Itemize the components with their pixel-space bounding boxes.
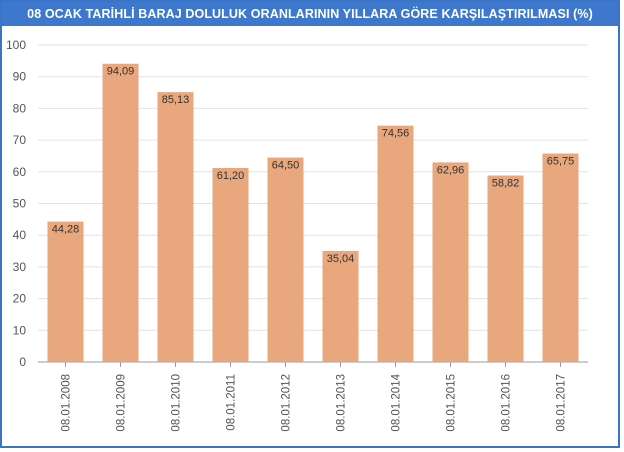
data-label: 44,28 (52, 224, 80, 236)
bar (432, 162, 469, 362)
x-tick-label: 08.01.2011 (226, 374, 238, 431)
bar (267, 157, 304, 362)
data-label: 61,20 (217, 170, 245, 182)
y-tick-label: 60 (13, 165, 27, 179)
x-tick-label: 08.01.2015 (446, 374, 458, 432)
data-label: 94,09 (107, 66, 135, 78)
x-tick-label: 08.01.2017 (556, 374, 568, 432)
y-tick-label: 80 (13, 101, 27, 115)
x-tick-label: 08.01.2010 (171, 374, 183, 432)
bar (487, 175, 524, 362)
bar (212, 167, 249, 362)
y-tick-label: 30 (13, 260, 27, 274)
data-label: 62,96 (437, 164, 465, 176)
data-label: 58,82 (492, 178, 520, 190)
y-tick-label: 100 (6, 38, 26, 52)
x-tick-label: 08.01.2016 (501, 374, 513, 432)
y-tick-label: 50 (13, 197, 27, 211)
bar (322, 250, 359, 362)
y-tick-label: 20 (13, 292, 27, 306)
bar (102, 63, 139, 362)
data-label: 85,13 (162, 94, 190, 106)
data-label: 74,56 (382, 128, 410, 140)
data-label: 65,75 (547, 156, 575, 168)
y-tick-label: 10 (13, 323, 27, 337)
bar (47, 221, 84, 362)
bar (542, 153, 579, 362)
y-tick-label: 0 (19, 355, 26, 369)
data-label: 64,50 (272, 160, 300, 172)
data-label: 35,04 (327, 253, 355, 265)
bar (377, 125, 414, 362)
x-tick-label: 08.01.2009 (116, 374, 128, 432)
x-tick-label: 08.01.2012 (281, 374, 293, 432)
x-tick-label: 08.01.2014 (391, 373, 403, 431)
x-tick-label: 08.01.2013 (336, 374, 348, 432)
y-tick-label: 70 (13, 133, 27, 147)
chart-title: 08 OCAK TARİHLİ BARAJ DOLULUK ORANLARINI… (2, 2, 618, 26)
bar (157, 92, 194, 362)
y-tick-label: 90 (13, 70, 27, 84)
x-tick-label: 08.01.2008 (61, 374, 73, 432)
y-tick-label: 40 (13, 228, 27, 242)
